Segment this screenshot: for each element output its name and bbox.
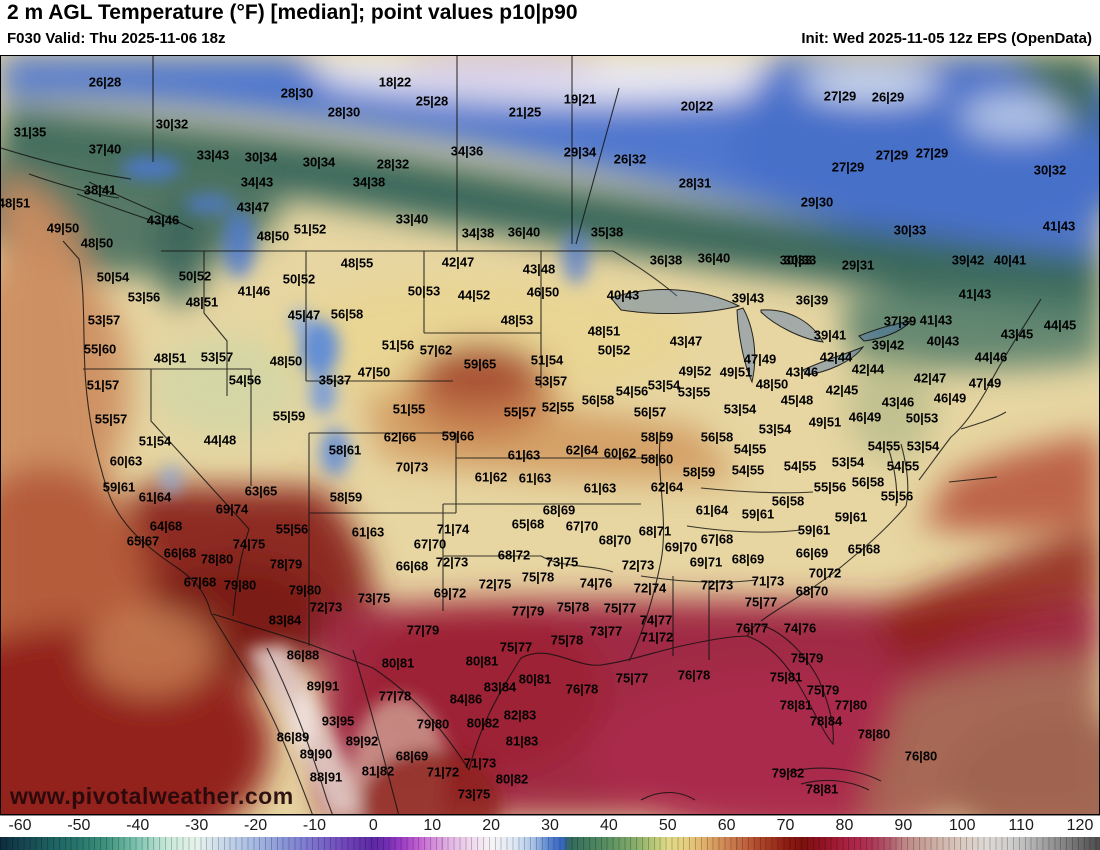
init-time: Init: Wed 2025-11-05 12z EPS (OpenData) [801,30,1092,47]
colorbar-tick-label: -50 [67,817,91,834]
colorbar-gradient [0,837,1100,850]
colorbar-tick-label: 50 [658,817,677,834]
temperature-field-image [1,56,1099,814]
header: 2 m AGL Temperature (°F) [median]; point… [0,0,1100,55]
colorbar-tick-label: 30 [541,817,559,834]
colorbar-tick-label: -40 [126,817,150,834]
colorbar-tick-label: 60 [717,817,736,834]
colorbar-tick-label: 80 [835,817,854,834]
great-lakes [610,289,913,384]
colorbar-tick-label: 110 [1008,817,1034,834]
colorbar-tick-label: 70 [776,817,795,834]
colorbar: -60 -50 -40 -30 -20 -10 0 10 20 30 40 50 60 70 80 90 100… [0,815,1100,850]
colorbar-tick-label: 0 [368,817,378,834]
colorbar-tick-label: -20 [243,817,268,834]
colorbar-tick-label: 20 [482,817,501,834]
colorbar-tick-label: -30 [185,817,209,834]
map-borders [1,56,1042,814]
valid-time: F030 Valid: Thu 2025-11-06 18z [7,30,226,47]
colorbar-segments [0,837,1100,850]
colorbar-tick-label: 10 [423,817,442,834]
colorbar-tick-label: -10 [302,817,326,834]
colorbar-tick-label: 90 [894,817,913,834]
colorbar-tick-label: 120 [1066,817,1094,834]
colorbar-tick-label: -60 [8,817,32,834]
watermark: www.pivotalweather.com [10,783,294,809]
colorbar-tick-label: 40 [599,817,618,834]
colorbar-tick-label: 100 [948,817,976,834]
map-title: 2 m AGL Temperature (°F) [median]; point… [7,1,578,24]
map-canvas [0,55,1100,815]
